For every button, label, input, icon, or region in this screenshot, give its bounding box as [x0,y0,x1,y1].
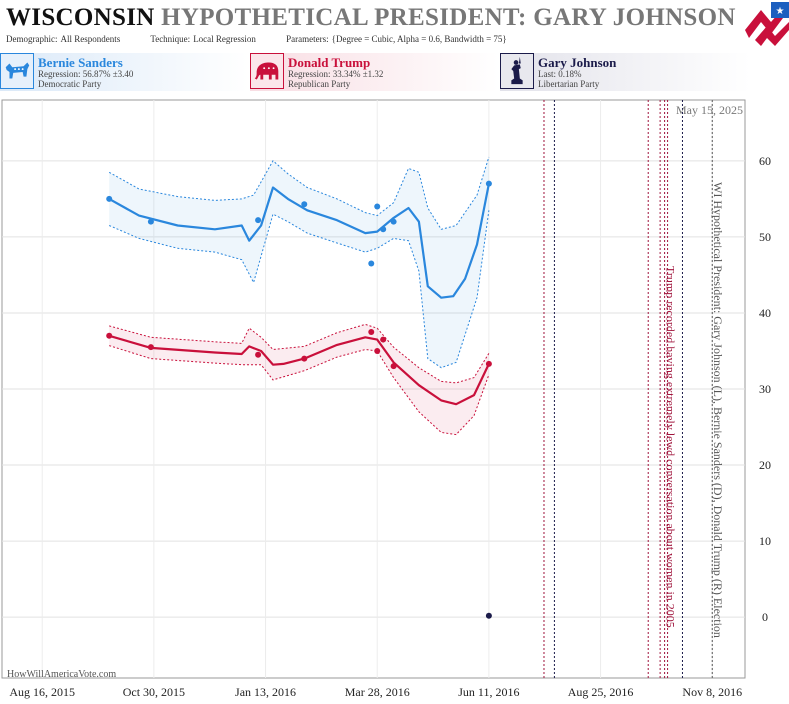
y-tick-label: 40 [759,306,771,320]
poll-point [485,180,492,187]
legend-regression: Regression: 33.34% ±1.32 [288,69,384,79]
legend-party: Libertarian Party [538,79,600,89]
x-tick-label: Oct 30, 2015 [123,685,185,699]
parameters-bar: Demographic: All Respondents Technique: Lo… [6,34,535,44]
x-tick-label: Aug 25, 2016 [568,685,634,699]
poll-point [301,355,308,362]
technique-label: Technique: [150,34,191,44]
poll-point [374,203,381,210]
poll-point [255,351,262,358]
svg-text:★: ★ [776,6,785,17]
confidence-band [109,157,489,368]
page-title: WISCONSIN HYPOTHETICAL PRESIDENT: GARY J… [6,4,789,32]
corner-date: May 15, 2025 [676,103,743,117]
y-tick-label: 20 [759,458,771,472]
poll-point [390,218,397,225]
poll-point [106,195,113,202]
statue-of-liberty-icon [500,53,534,89]
poll-point [374,347,381,354]
band-upper-line [108,156,490,230]
poll-point [390,363,397,370]
poll-chart: 0 10 20 30 40 50 60 Aug 16, 2015 Oct 30, 2015 Jan… [1,99,771,699]
parameters-value: {Degree = Cubic, Alpha = 0.6, Bandwidth … [331,34,507,44]
x-tick-label: Jan 13, 2016 [235,685,296,699]
legend-item-trump: Donald Trump Regression: 33.34% ±1.32 Re… [250,53,498,91]
parameters-field: Parameters: {Degree = Cubic, Alpha = 0.6,… [286,34,521,44]
legend-regression: Regression: 56.87% ±3.40 [38,69,134,79]
band-lower-line [109,345,490,436]
poll-point [255,217,262,224]
x-tick-label: Jun 11, 2016 [458,685,519,699]
trend-line [108,334,490,406]
race-name: HYPOTHETICAL PRESIDENT: GARY JOHNSON (L)… [161,4,789,31]
y-tick-label: 50 [759,230,771,244]
poll-point [380,226,387,233]
demographic-label: Demographic: [6,34,58,44]
poll-point [368,260,375,267]
legend-name: Donald Trump [288,55,371,70]
elephant-icon [250,53,284,89]
poll-point [106,332,113,339]
x-tick-label: Aug 16, 2015 [9,685,75,699]
y-tick-label: 0 [762,610,768,624]
band-upper-line [109,323,490,384]
demographic-value: All Respondents [60,34,121,44]
poll-point [368,328,375,335]
y-tick-label: 60 [759,154,771,168]
y-tick-label: 10 [759,534,771,548]
poll-point [485,360,492,367]
x-tick-label: Mar 28, 2016 [345,685,410,699]
technique-field: Technique: Local Regression [150,34,270,44]
chart-side-label: WI Hypothetical President: Gary Johnson … [711,182,725,638]
site-watermark: HowWillAmericaVote.com [7,669,117,680]
legend-party: Republican Party [288,79,351,89]
event-annotation: Trump recorded having extremely lewd con… [664,266,678,628]
flag-logo-icon: ★ [741,0,789,50]
x-tick-label: Nov 8, 2016 [682,685,742,699]
trend-line [108,183,490,299]
legend-name: Gary Johnson [538,55,617,70]
poll-point [380,336,387,343]
legend-name: Bernie Sanders [38,55,123,70]
legend-last: Last: 0.18% [538,69,582,79]
donkey-icon [0,53,34,89]
legend-item-johnson: Gary Johnson Last: 0.18% Libertarian Par… [500,53,750,91]
candidate-legend: Bernie Sanders Regression: 56.87% ±3.40 … [0,53,789,93]
demographic-field: Demographic: All Respondents [6,34,134,44]
legend-party: Democratic Party [38,79,102,89]
header: WISCONSIN HYPOTHETICAL PRESIDENT: GARY J… [0,0,789,50]
legend-item-sanders: Bernie Sanders Regression: 56.87% ±3.40 … [0,53,248,91]
parameters-label: Parameters: [286,34,329,44]
state-name: WISCONSIN [6,4,155,31]
technique-value: Local Regression [193,34,256,44]
poll-point [147,218,154,225]
poll-point [301,201,308,208]
y-tick-label: 30 [759,382,771,396]
poll-point [485,612,492,619]
poll-point [147,344,154,351]
